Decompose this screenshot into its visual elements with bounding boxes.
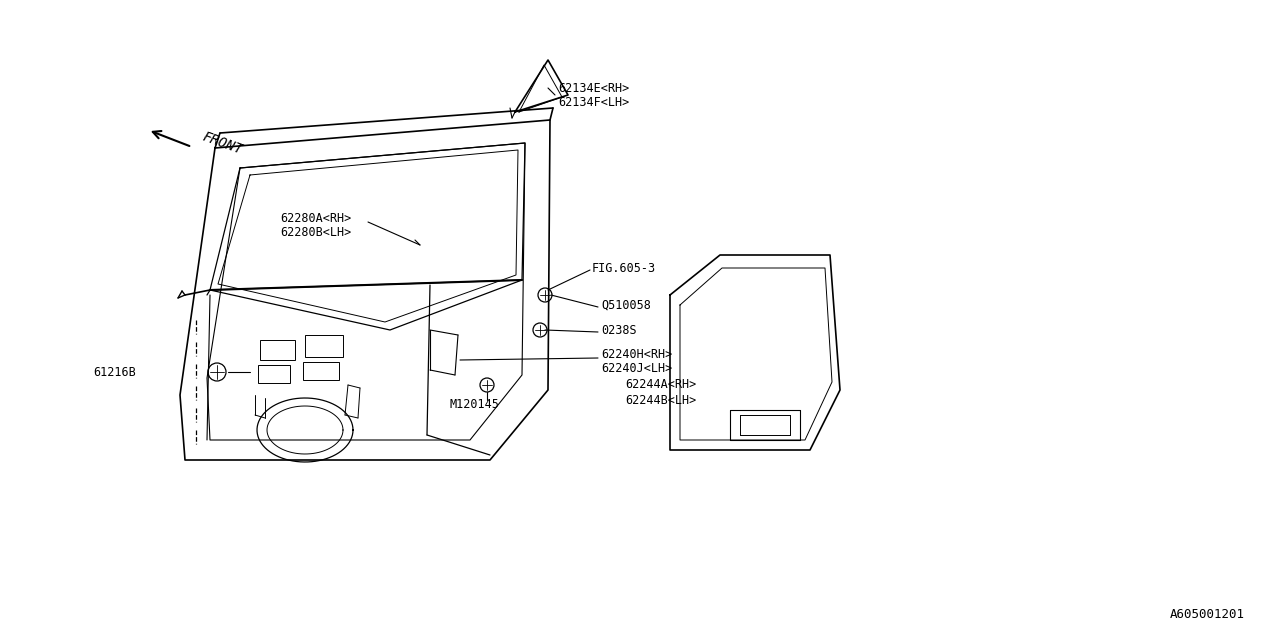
Text: FRONT: FRONT (200, 129, 244, 157)
Text: 62244A<RH>: 62244A<RH> (625, 378, 696, 392)
Text: 62134F<LH>: 62134F<LH> (558, 97, 630, 109)
Text: M120145: M120145 (451, 399, 500, 412)
Text: 62244B<LH>: 62244B<LH> (625, 394, 696, 406)
Text: 62280A<RH>: 62280A<RH> (280, 211, 351, 225)
Text: A605001201: A605001201 (1170, 609, 1245, 621)
Text: 62240J<LH>: 62240J<LH> (602, 362, 672, 376)
Text: 62134E<RH>: 62134E<RH> (558, 81, 630, 95)
Text: Q510058: Q510058 (602, 298, 650, 312)
Text: 0238S: 0238S (602, 323, 636, 337)
Text: 62280B<LH>: 62280B<LH> (280, 227, 351, 239)
Text: 61216B: 61216B (93, 365, 136, 378)
Text: 62240H<RH>: 62240H<RH> (602, 348, 672, 360)
Text: FIG.605-3: FIG.605-3 (591, 262, 657, 275)
